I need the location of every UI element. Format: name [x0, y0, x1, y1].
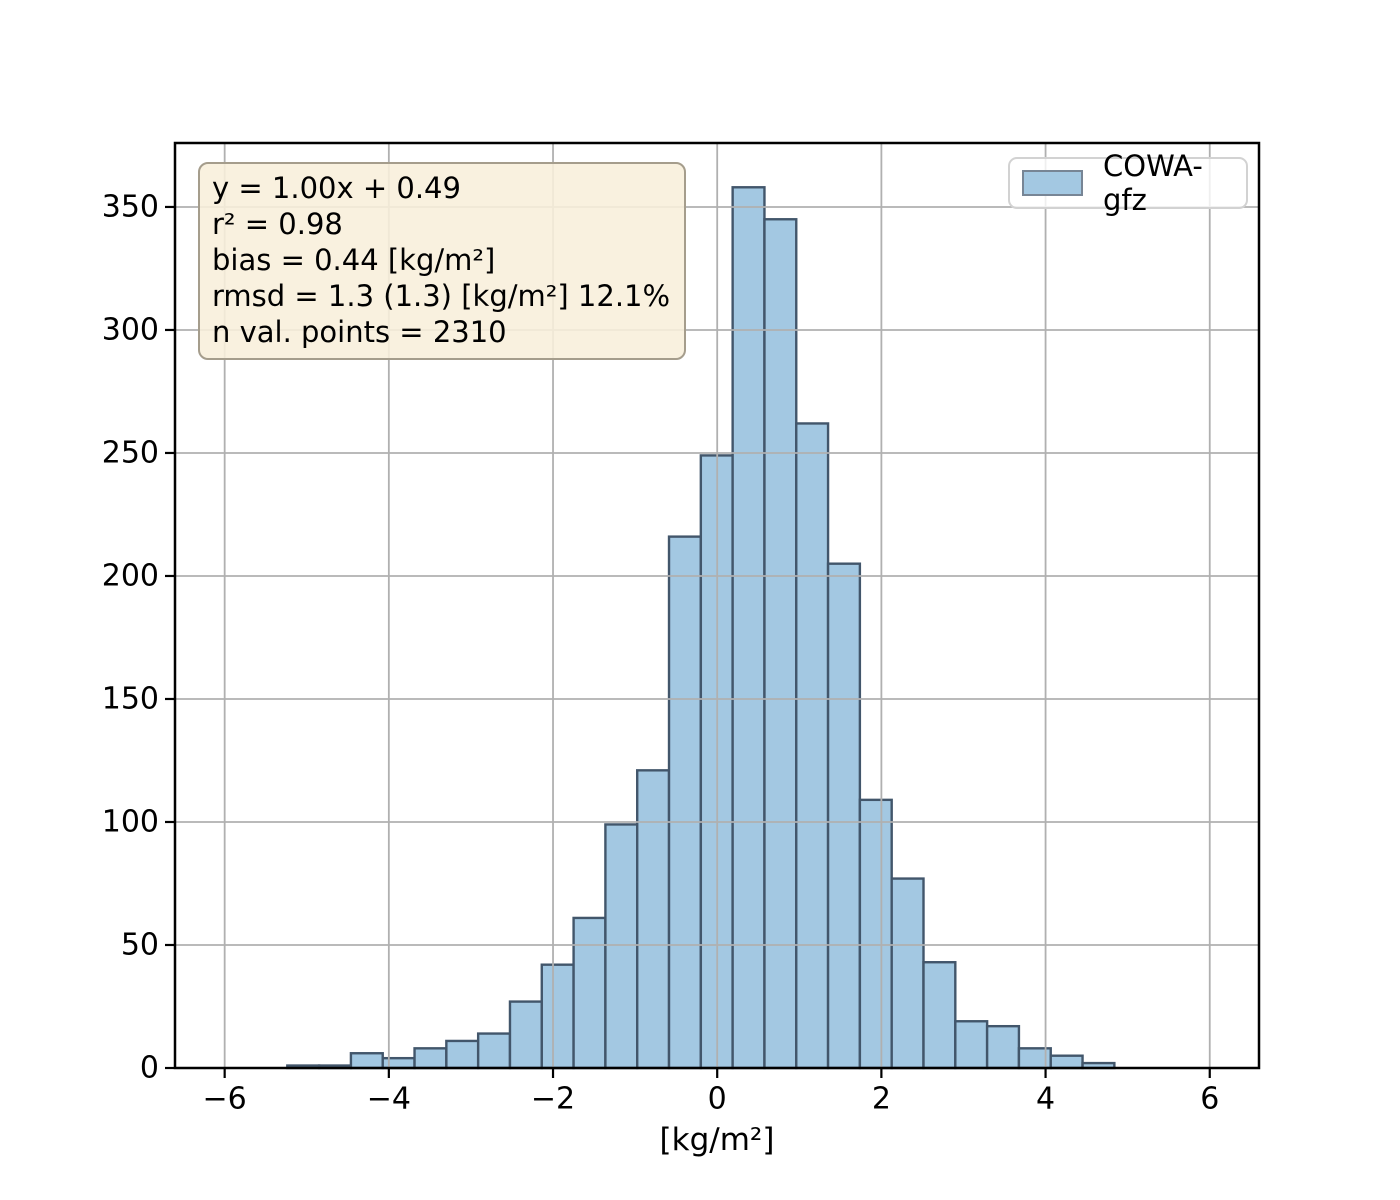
x-tick-label: 0: [708, 1082, 727, 1117]
legend: COWA-gfz: [1008, 149, 1248, 217]
y-tick-label: 250: [102, 435, 159, 470]
histogram-bar: [795, 422, 830, 1070]
y-tick-label: 350: [102, 189, 159, 224]
histogram-bar: [858, 798, 893, 1070]
histogram-bar: [667, 535, 703, 1070]
histogram-bar: [413, 1047, 448, 1070]
histogram-bar: [445, 1039, 480, 1070]
histogram-bar: [476, 1032, 512, 1070]
y-tick-label: 200: [102, 558, 159, 593]
stats-line-bias: bias = 0.44 [kg/m²]: [212, 243, 496, 277]
histogram-bar: [604, 823, 639, 1070]
legend-swatch: [1022, 170, 1083, 196]
histogram-bar: [636, 769, 671, 1070]
histogram-bar: [508, 1000, 543, 1070]
histogram-bar: [985, 1024, 1021, 1070]
y-tick-label: 300: [102, 312, 159, 347]
x-tick-label: −6: [203, 1082, 247, 1117]
histogram-bar: [540, 963, 575, 1070]
stats-line-n-points: n val. points = 2310: [212, 315, 507, 349]
y-tick-label: 50: [121, 927, 159, 962]
x-tick-label: 6: [1200, 1082, 1219, 1117]
histogram-bar: [572, 916, 607, 1070]
legend-label: COWA-gfz: [1103, 149, 1203, 217]
stats-box: y = 1.00x + 0.49 r² = 0.98 bias = 0.44 […: [198, 162, 687, 360]
stats-line-regression: y = 1.00x + 0.49: [212, 171, 461, 205]
y-tick-label: 150: [102, 681, 159, 716]
histogram-bar: [1049, 1054, 1084, 1070]
histogram-bar: [890, 877, 925, 1070]
plot-spines: [173, 141, 1261, 1070]
histogram-bar: [381, 1056, 416, 1070]
x-tick-label: −4: [367, 1082, 411, 1117]
x-tick-label: 4: [1036, 1082, 1055, 1117]
stats-line-r-squared: r² = 0.98: [212, 207, 343, 241]
histogram-bar: [763, 218, 798, 1070]
histogram-bar: [826, 562, 862, 1070]
histogram-bar: [349, 1052, 384, 1070]
histogram-bar: [922, 961, 957, 1070]
y-tick-label: 0: [140, 1051, 159, 1086]
y-tick-label: 100: [102, 804, 159, 839]
x-tick-label: 2: [872, 1082, 891, 1117]
x-axis-label: [kg/m²]: [659, 1122, 775, 1158]
histogram-bar: [731, 186, 766, 1070]
x-tick-label: −2: [531, 1082, 575, 1117]
stats-line-rmsd: rmsd = 1.3 (1.3) [kg/m²] 12.1%: [212, 279, 671, 313]
histogram-bar: [954, 1020, 989, 1070]
